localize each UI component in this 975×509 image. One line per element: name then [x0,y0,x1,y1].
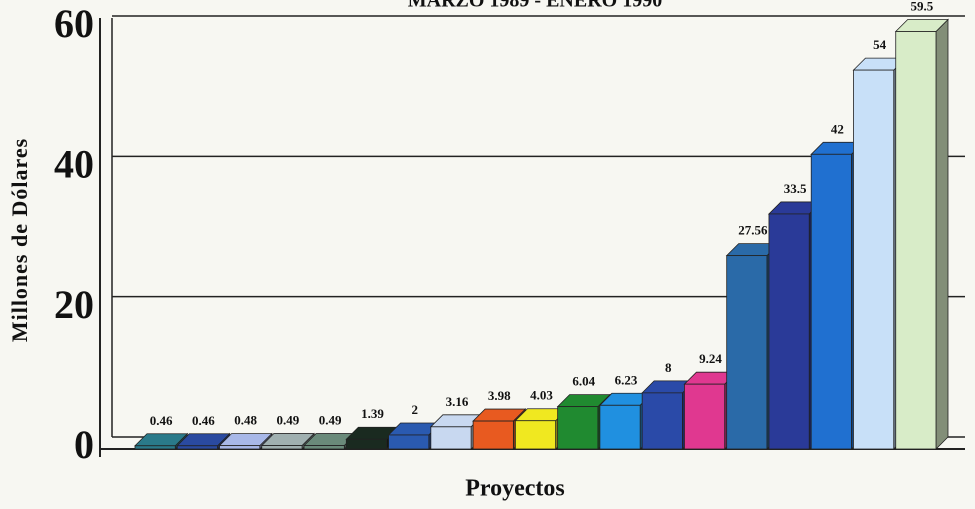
bar [684,383,726,450]
value-label: 0.49 [319,413,342,428]
bar [303,445,345,450]
value-label: 59.5 [910,0,933,13]
bar [599,404,641,450]
value-label: 54 [873,37,887,52]
value-label: 42 [831,121,844,136]
value-label: 4.03 [530,388,553,403]
bar [219,445,261,450]
value-label: 33.5 [784,181,807,196]
y-tick-label: 0 [74,422,94,467]
bar [810,153,852,450]
value-label: 6.23 [615,372,638,387]
bar [514,420,557,450]
bar [388,434,430,450]
bar [726,255,768,450]
y-tick-label: 20 [54,282,94,327]
bar [261,445,303,450]
value-label: 2 [411,402,418,417]
bar [430,426,472,450]
bar [472,420,514,450]
value-label: 6.04 [572,374,595,389]
value-label: 8 [665,360,672,375]
bar [853,69,895,450]
value-label: 0.46 [192,413,215,428]
value-label: 0.48 [234,413,257,428]
bar-side [935,18,949,450]
value-label: 27.56 [738,223,768,238]
bar [895,31,937,450]
bar [641,392,683,450]
y-tick-label: 40 [54,142,94,187]
bar [134,445,176,450]
value-label: 3.16 [446,394,469,409]
bar [768,213,810,450]
y-tick-label: 60 [54,1,94,46]
y-axis-label: Millones de Dólares [7,138,32,342]
value-label: 0.49 [277,413,300,428]
bar [345,438,387,450]
x-axis-label: Proyectos [465,476,565,502]
bar [176,445,218,450]
value-label: 9.24 [699,351,722,366]
value-label: 3.98 [488,388,511,403]
value-label: 0.46 [150,413,173,428]
chart-title: MARZO 1989 - ENERO 1990 [408,0,662,12]
value-label: 1.39 [361,406,384,421]
bar [557,406,599,450]
